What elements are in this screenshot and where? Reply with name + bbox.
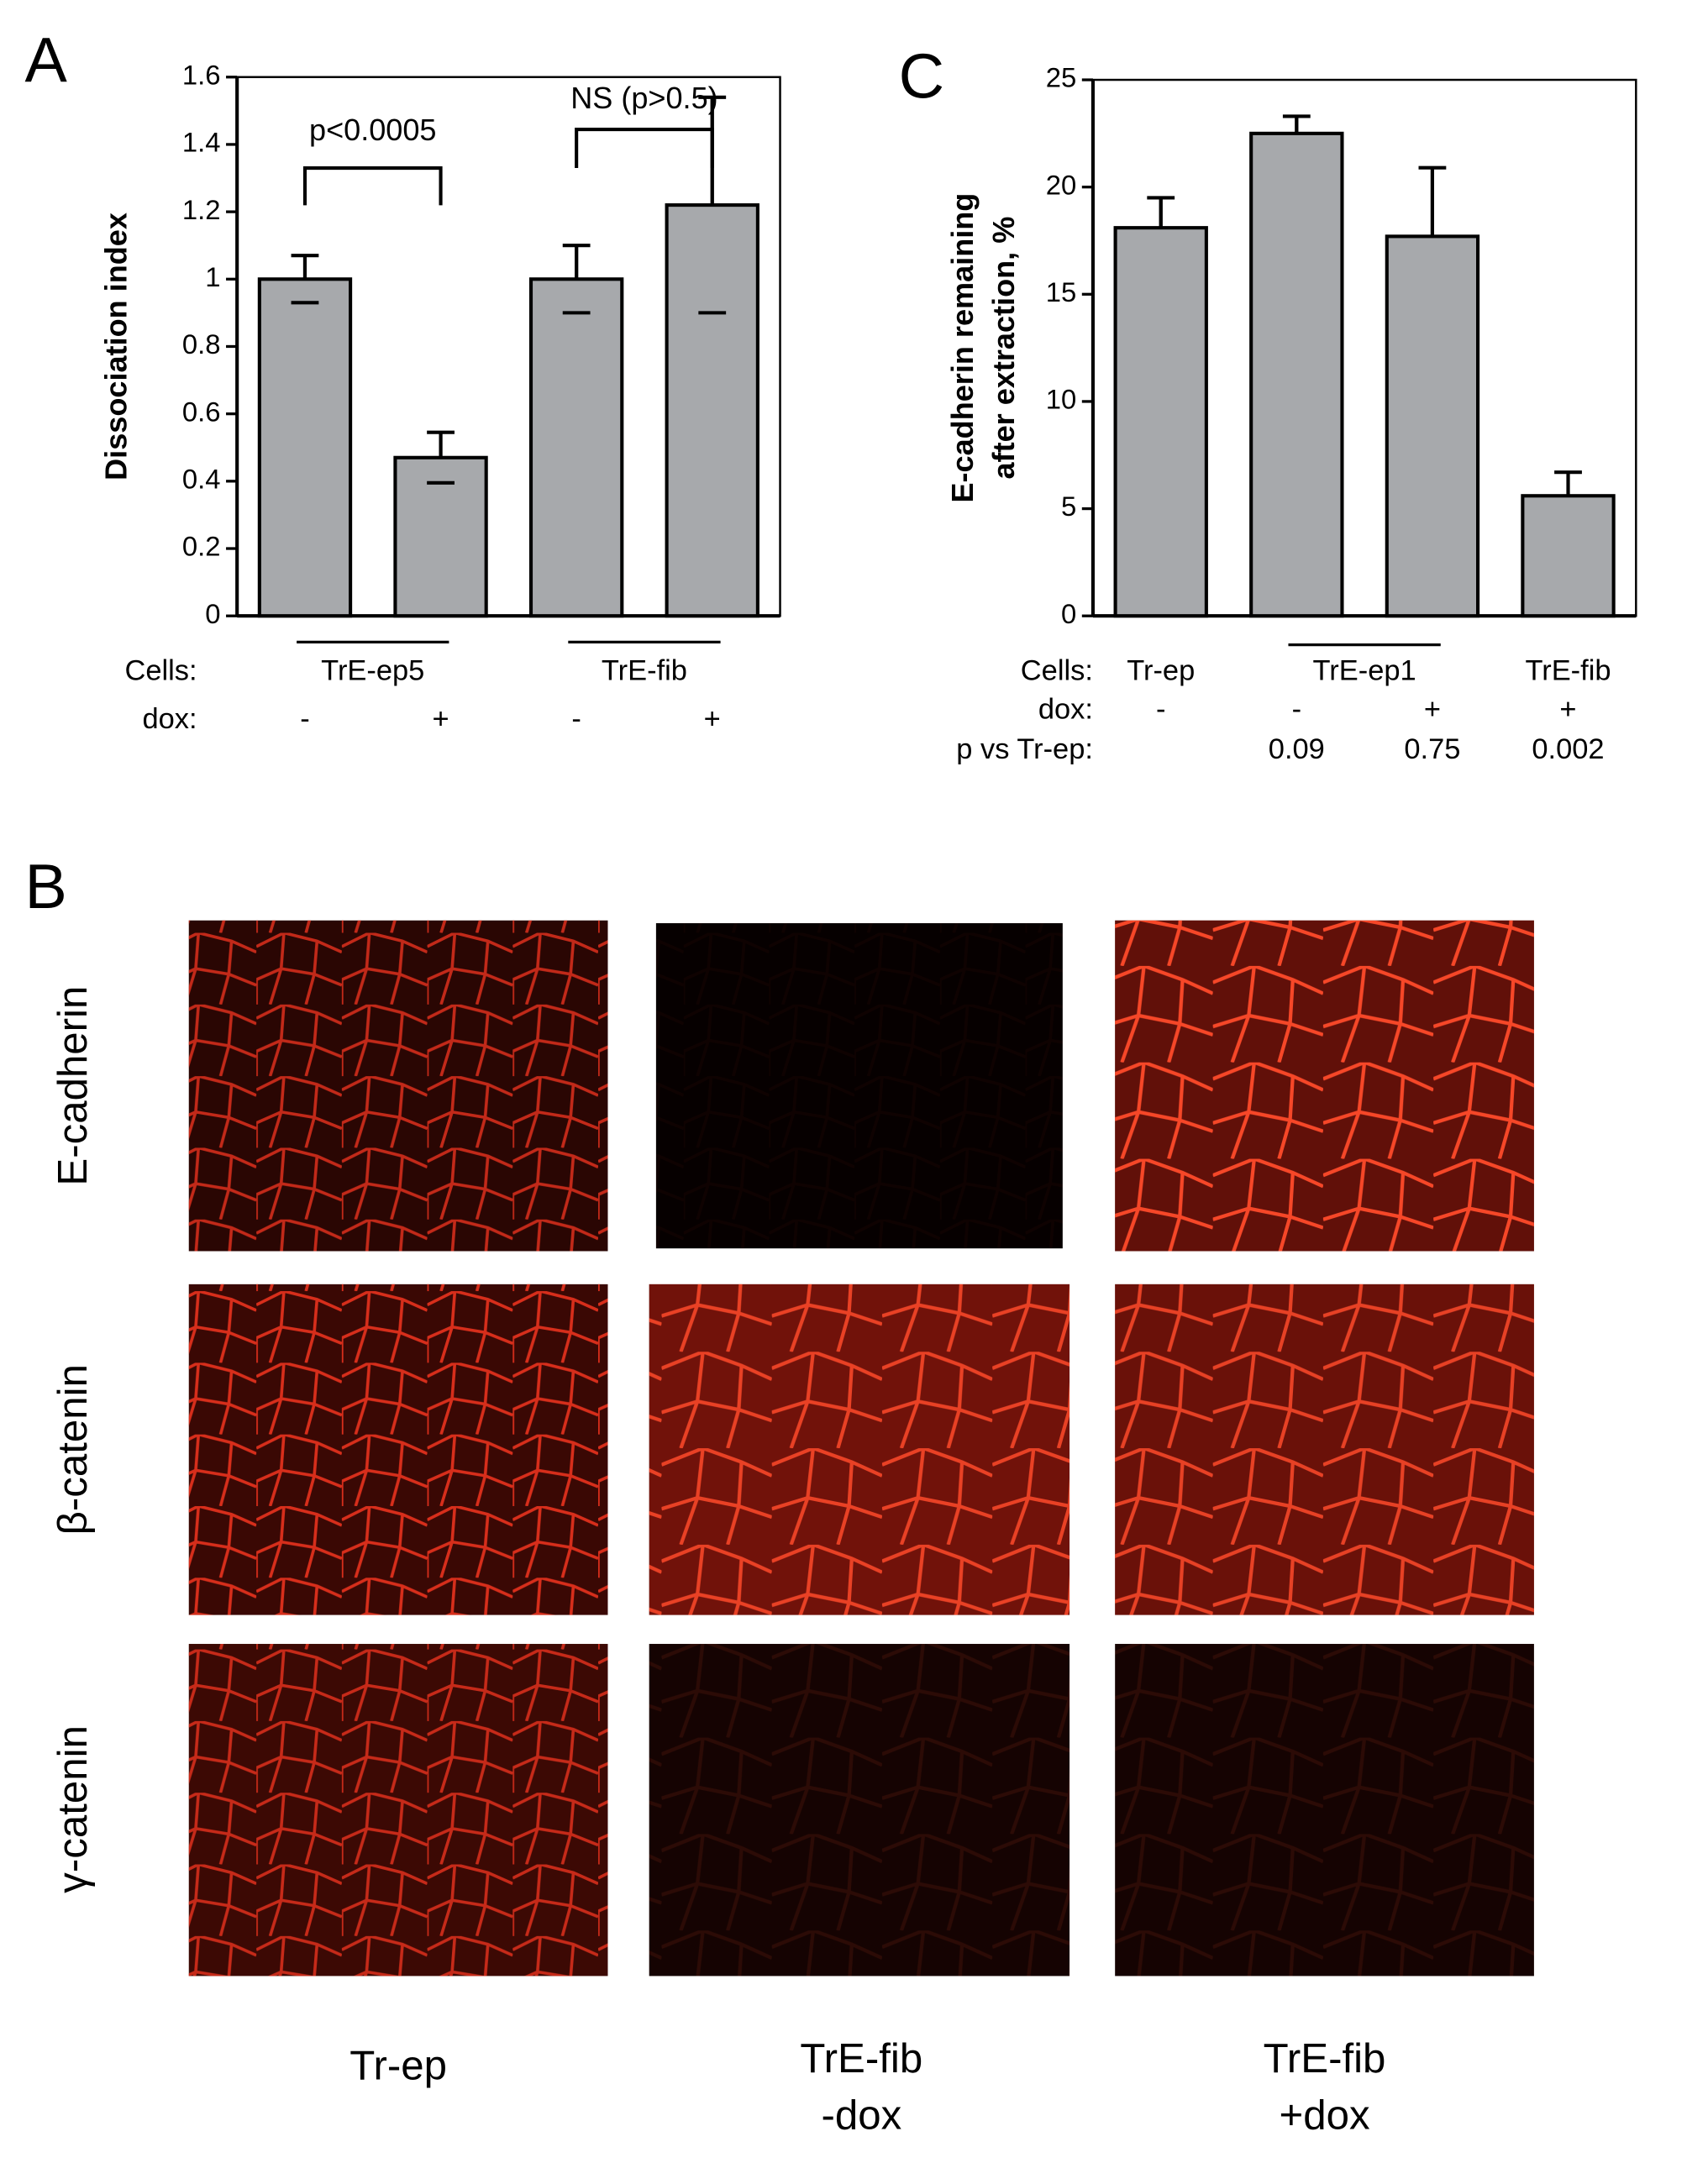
- dox-label: -: [1292, 693, 1301, 725]
- significance-bracket: [302, 165, 443, 206]
- y-axis-label: Dissociation index: [99, 213, 134, 480]
- micrograph-signal: [1115, 1644, 1534, 1977]
- panel-label: B: [25, 851, 67, 921]
- bar: [528, 277, 624, 618]
- bar: [1113, 226, 1208, 618]
- cell-label: TrE-ep1: [1313, 655, 1416, 687]
- bar: [665, 203, 759, 618]
- y-tick-label: 20: [1046, 169, 1076, 200]
- micrograph-signal: [1115, 1284, 1534, 1615]
- micrograph-signal: [188, 1284, 608, 1615]
- panel-label: A: [25, 24, 68, 95]
- annotation: NS (p>0.5): [570, 81, 717, 115]
- micrograph-signal: [188, 1644, 608, 1977]
- dox-label: -: [1156, 693, 1165, 725]
- bar: [1385, 234, 1480, 618]
- micrograph-signal: [188, 920, 608, 1252]
- dox-label: -: [571, 703, 581, 735]
- y-tick-label: 5: [1061, 491, 1076, 522]
- cell-label: Tr-ep: [1127, 655, 1195, 687]
- p-value: 0.75: [1404, 733, 1460, 765]
- p-value: 0.002: [1532, 733, 1604, 765]
- y-tick-label: 0.2: [182, 531, 221, 562]
- panel-label: C: [899, 41, 945, 112]
- row-label: dox:: [1038, 693, 1093, 725]
- cell-label: TrE-ep5: [321, 655, 424, 687]
- y-tick-label: 0: [1061, 598, 1076, 629]
- row-label: β-catenin: [50, 1364, 96, 1535]
- micrographs: [188, 920, 1534, 1977]
- micrograph-signal: [649, 1644, 1070, 1977]
- significance-bracket: [575, 128, 714, 169]
- y-axis-label: E-cadherin remaining: [945, 193, 980, 503]
- dox-label: +: [704, 703, 721, 735]
- column-label: +dox: [1280, 2092, 1370, 2138]
- bar: [257, 277, 353, 618]
- row-label: γ-catenin: [50, 1725, 96, 1893]
- y-tick-label: 10: [1046, 384, 1076, 415]
- cell-label: TrE-fib: [602, 655, 687, 687]
- row-label: Cells:: [124, 655, 197, 687]
- y-tick-label: 0.8: [182, 328, 221, 360]
- dox-label: +: [432, 703, 449, 735]
- micrograph-signal: [655, 923, 1063, 1249]
- y-tick-label: 1.4: [182, 127, 221, 158]
- y-tick-label: 0: [205, 598, 220, 629]
- dox-label: +: [1424, 693, 1441, 725]
- p-value: 0.09: [1269, 733, 1325, 765]
- dox-label: +: [1559, 693, 1576, 725]
- bar: [1249, 131, 1344, 618]
- dox-label: -: [300, 703, 309, 735]
- cell-label: TrE-fib: [1525, 655, 1611, 687]
- row-label: Cells:: [1021, 655, 1093, 687]
- micrograph-signal: [649, 1284, 1070, 1615]
- column-label: -dox: [821, 2092, 901, 2138]
- row-label: E-cadherin: [50, 986, 96, 1186]
- y-tick-label: 1.2: [182, 194, 221, 225]
- column-label: TrE-fib: [800, 2035, 922, 2082]
- micrograph-signal: [1115, 920, 1534, 1252]
- row-label: dox:: [143, 703, 197, 735]
- bar: [1521, 494, 1616, 618]
- column-label: TrE-fib: [1264, 2035, 1386, 2082]
- y-tick-label: 0.4: [182, 464, 221, 495]
- y-axis-label: after extraction, %: [986, 217, 1021, 480]
- y-tick-label: 1: [205, 261, 220, 292]
- column-label: Tr-ep: [349, 2042, 447, 2088]
- row-label: p vs Tr-ep:: [956, 733, 1093, 765]
- annotation: p<0.0005: [309, 113, 436, 147]
- y-tick-label: 25: [1046, 62, 1076, 93]
- y-tick-label: 15: [1046, 276, 1076, 307]
- y-tick-label: 0.6: [182, 396, 221, 427]
- y-tick-label: 1.6: [182, 59, 221, 90]
